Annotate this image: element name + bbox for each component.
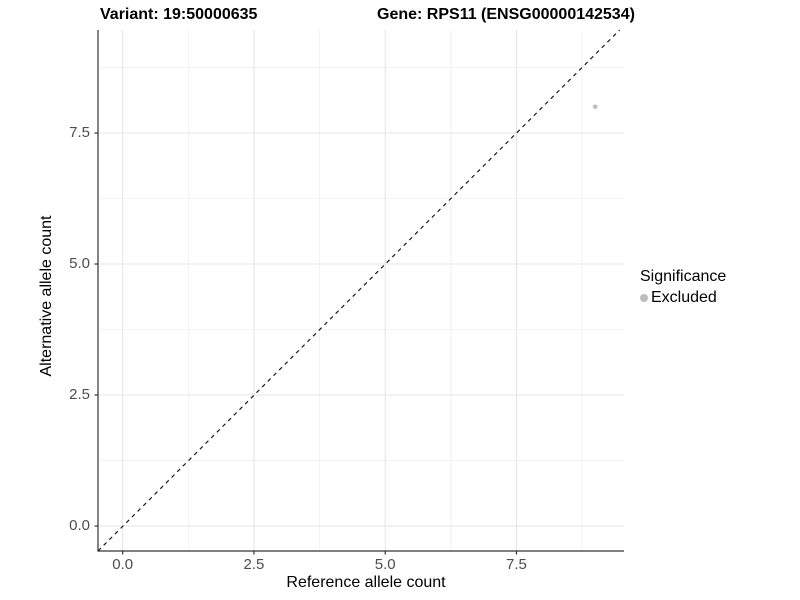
x-axis-title: Reference allele count <box>286 574 446 591</box>
identity-reference-line <box>97 29 621 552</box>
y-tick-label: 5.0 <box>69 255 90 272</box>
y-tick-label: 2.5 <box>69 386 90 403</box>
plot-title-gene: Gene: RPS11 (ENSG00000142534) <box>377 6 635 23</box>
plot-title-variant: Variant: 19:50000635 <box>100 6 258 23</box>
legend-title: Significance <box>640 268 727 285</box>
x-tick-label: 2.5 <box>243 556 265 573</box>
y-tick-label: 7.5 <box>69 124 90 141</box>
y-tick-label: 0.0 <box>69 517 90 534</box>
x-tick-label: 0.0 <box>112 556 134 573</box>
x-tick-label: 5.0 <box>374 556 396 573</box>
legend-item-label: Excluded <box>651 289 717 306</box>
legend: Significance Excluded <box>640 268 726 307</box>
x-tick-label: 7.5 <box>506 556 527 573</box>
y-axis-title: Alternative allele count <box>38 215 55 377</box>
legend-item-excluded: Excluded <box>640 289 726 307</box>
data-point <box>592 104 598 110</box>
excluded-point-icon <box>640 294 648 302</box>
